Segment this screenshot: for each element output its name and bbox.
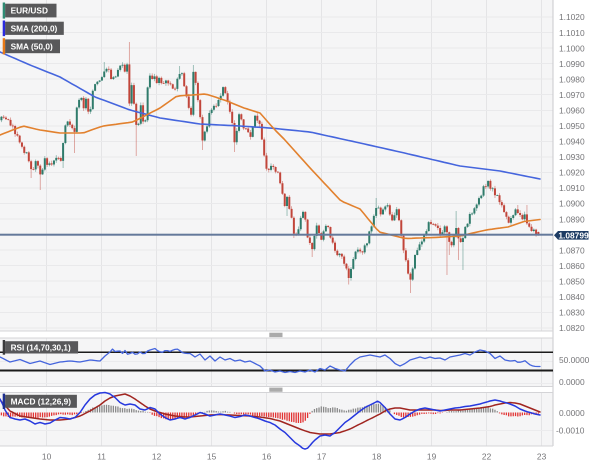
svg-text:11: 11 xyxy=(97,452,106,462)
svg-text:1.0930: 1.0930 xyxy=(559,152,585,162)
svg-text:0.0000: 0.0000 xyxy=(559,377,585,387)
svg-text:RSI (14,70,30,1): RSI (14,70,30,1) xyxy=(11,343,71,352)
svg-text:18: 18 xyxy=(372,452,382,462)
svg-text:SMA (200,0): SMA (200,0) xyxy=(11,23,58,33)
svg-text:1.1010: 1.1010 xyxy=(559,28,585,38)
svg-text:1.0920: 1.0920 xyxy=(559,168,585,178)
svg-text:1.0970: 1.0970 xyxy=(559,90,585,100)
svg-text:10: 10 xyxy=(42,452,52,462)
svg-text:1.0990: 1.0990 xyxy=(559,59,585,69)
svg-text:MACD (12,26,9): MACD (12,26,9) xyxy=(11,396,72,406)
svg-text:17: 17 xyxy=(317,452,327,462)
svg-text:1.0890: 1.0890 xyxy=(559,214,585,224)
svg-text:1.0960: 1.0960 xyxy=(559,106,585,116)
svg-text:1.0950: 1.0950 xyxy=(559,121,585,131)
svg-text:1.0870: 1.0870 xyxy=(559,245,585,255)
svg-text:19: 19 xyxy=(427,452,437,462)
svg-text:1.0910: 1.0910 xyxy=(559,183,585,193)
svg-text:EUR/USD: EUR/USD xyxy=(11,6,48,16)
svg-text:1.1020: 1.1020 xyxy=(559,12,585,22)
svg-text:1.0940: 1.0940 xyxy=(559,137,585,147)
svg-text:50.0000: 50.0000 xyxy=(559,355,590,365)
svg-text:1.08799: 1.08799 xyxy=(558,230,589,240)
svg-text:16: 16 xyxy=(262,452,272,462)
svg-text:1.0980: 1.0980 xyxy=(559,74,585,84)
svg-text:1.0860: 1.0860 xyxy=(559,261,585,271)
svg-text:1.0830: 1.0830 xyxy=(559,308,585,318)
svg-text:23: 23 xyxy=(537,452,547,462)
svg-text:1.0840: 1.0840 xyxy=(559,292,585,302)
svg-text:-0.0010: -0.0010 xyxy=(556,426,585,436)
svg-text:SMA (50,0): SMA (50,0) xyxy=(11,41,53,51)
svg-text:1.0820: 1.0820 xyxy=(559,323,585,333)
svg-text:1.1000: 1.1000 xyxy=(559,43,585,53)
svg-text:15: 15 xyxy=(207,452,217,462)
svg-text:22: 22 xyxy=(482,452,492,462)
svg-text:12: 12 xyxy=(152,452,162,462)
svg-text:0.0000: 0.0000 xyxy=(559,408,585,418)
svg-text:1.0850: 1.0850 xyxy=(559,276,585,286)
svg-text:1.0900: 1.0900 xyxy=(559,199,585,209)
